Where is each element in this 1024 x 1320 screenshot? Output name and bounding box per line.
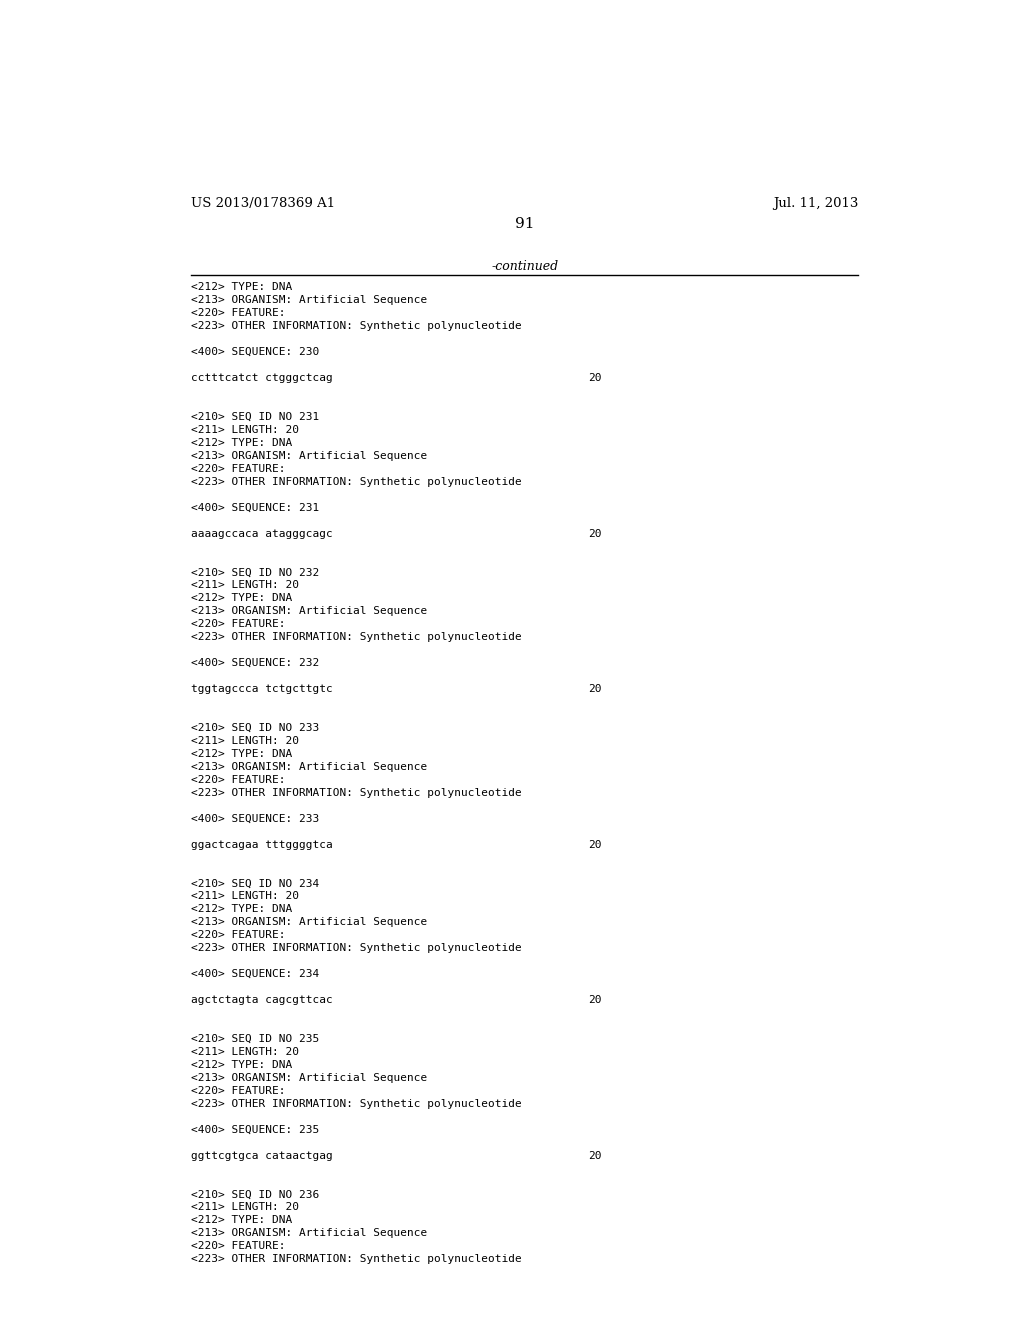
Text: <213> ORGANISM: Artificial Sequence: <213> ORGANISM: Artificial Sequence: [191, 917, 428, 928]
Text: <211> LENGTH: 20: <211> LENGTH: 20: [191, 891, 299, 902]
Text: <212> TYPE: DNA: <212> TYPE: DNA: [191, 1216, 293, 1225]
Text: <212> TYPE: DNA: <212> TYPE: DNA: [191, 594, 293, 603]
Text: <223> OTHER INFORMATION: Synthetic polynucleotide: <223> OTHER INFORMATION: Synthetic polyn…: [191, 321, 522, 331]
Text: <220> FEATURE:: <220> FEATURE:: [191, 619, 286, 630]
Text: 20: 20: [588, 840, 602, 850]
Text: <223> OTHER INFORMATION: Synthetic polynucleotide: <223> OTHER INFORMATION: Synthetic polyn…: [191, 477, 522, 487]
Text: 20: 20: [588, 528, 602, 539]
Text: 20: 20: [588, 995, 602, 1005]
Text: <213> ORGANISM: Artificial Sequence: <213> ORGANISM: Artificial Sequence: [191, 1229, 428, 1238]
Text: <211> LENGTH: 20: <211> LENGTH: 20: [191, 1203, 299, 1213]
Text: tggtagccca tctgcttgtc: tggtagccca tctgcttgtc: [191, 684, 333, 694]
Text: <220> FEATURE:: <220> FEATURE:: [191, 1086, 286, 1096]
Text: <220> FEATURE:: <220> FEATURE:: [191, 775, 286, 785]
Text: <210> SEQ ID NO 231: <210> SEQ ID NO 231: [191, 412, 319, 422]
Text: <223> OTHER INFORMATION: Synthetic polynucleotide: <223> OTHER INFORMATION: Synthetic polyn…: [191, 944, 522, 953]
Text: <212> TYPE: DNA: <212> TYPE: DNA: [191, 904, 293, 915]
Text: 20: 20: [588, 684, 602, 694]
Text: <400> SEQUENCE: 232: <400> SEQUENCE: 232: [191, 659, 319, 668]
Text: 20: 20: [588, 374, 602, 383]
Text: <223> OTHER INFORMATION: Synthetic polynucleotide: <223> OTHER INFORMATION: Synthetic polyn…: [191, 632, 522, 643]
Text: <210> SEQ ID NO 234: <210> SEQ ID NO 234: [191, 879, 319, 888]
Text: <212> TYPE: DNA: <212> TYPE: DNA: [191, 1060, 293, 1071]
Text: US 2013/0178369 A1: US 2013/0178369 A1: [191, 197, 336, 210]
Text: <211> LENGTH: 20: <211> LENGTH: 20: [191, 581, 299, 590]
Text: <212> TYPE: DNA: <212> TYPE: DNA: [191, 282, 293, 293]
Text: <400> SEQUENCE: 234: <400> SEQUENCE: 234: [191, 969, 319, 979]
Text: <212> TYPE: DNA: <212> TYPE: DNA: [191, 748, 293, 759]
Text: ggttcgtgca cataactgag: ggttcgtgca cataactgag: [191, 1151, 333, 1160]
Text: <210> SEQ ID NO 235: <210> SEQ ID NO 235: [191, 1034, 319, 1044]
Text: aaaagccaca atagggcagc: aaaagccaca atagggcagc: [191, 528, 333, 539]
Text: <400> SEQUENCE: 231: <400> SEQUENCE: 231: [191, 503, 319, 512]
Text: <220> FEATURE:: <220> FEATURE:: [191, 1241, 286, 1251]
Text: <211> LENGTH: 20: <211> LENGTH: 20: [191, 425, 299, 436]
Text: Jul. 11, 2013: Jul. 11, 2013: [773, 197, 858, 210]
Text: <213> ORGANISM: Artificial Sequence: <213> ORGANISM: Artificial Sequence: [191, 606, 428, 616]
Text: cctttcatct ctgggctcag: cctttcatct ctgggctcag: [191, 374, 333, 383]
Text: <223> OTHER INFORMATION: Synthetic polynucleotide: <223> OTHER INFORMATION: Synthetic polyn…: [191, 1098, 522, 1109]
Text: <212> TYPE: DNA: <212> TYPE: DNA: [191, 438, 293, 447]
Text: <220> FEATURE:: <220> FEATURE:: [191, 463, 286, 474]
Text: -continued: -continued: [492, 260, 558, 273]
Text: <220> FEATURE:: <220> FEATURE:: [191, 931, 286, 940]
Text: <213> ORGANISM: Artificial Sequence: <213> ORGANISM: Artificial Sequence: [191, 451, 428, 461]
Text: <400> SEQUENCE: 230: <400> SEQUENCE: 230: [191, 347, 319, 358]
Text: agctctagta cagcgttcac: agctctagta cagcgttcac: [191, 995, 333, 1005]
Text: <210> SEQ ID NO 233: <210> SEQ ID NO 233: [191, 723, 319, 733]
Text: <400> SEQUENCE: 235: <400> SEQUENCE: 235: [191, 1125, 319, 1135]
Text: <213> ORGANISM: Artificial Sequence: <213> ORGANISM: Artificial Sequence: [191, 762, 428, 772]
Text: <210> SEQ ID NO 236: <210> SEQ ID NO 236: [191, 1189, 319, 1200]
Text: <213> ORGANISM: Artificial Sequence: <213> ORGANISM: Artificial Sequence: [191, 1073, 428, 1082]
Text: <211> LENGTH: 20: <211> LENGTH: 20: [191, 737, 299, 746]
Text: <213> ORGANISM: Artificial Sequence: <213> ORGANISM: Artificial Sequence: [191, 296, 428, 305]
Text: <223> OTHER INFORMATION: Synthetic polynucleotide: <223> OTHER INFORMATION: Synthetic polyn…: [191, 1254, 522, 1265]
Text: <223> OTHER INFORMATION: Synthetic polynucleotide: <223> OTHER INFORMATION: Synthetic polyn…: [191, 788, 522, 797]
Text: 91: 91: [515, 218, 535, 231]
Text: <400> SEQUENCE: 233: <400> SEQUENCE: 233: [191, 813, 319, 824]
Text: ggactcagaa tttggggtca: ggactcagaa tttggggtca: [191, 840, 333, 850]
Text: 20: 20: [588, 1151, 602, 1160]
Text: <211> LENGTH: 20: <211> LENGTH: 20: [191, 1047, 299, 1057]
Text: <210> SEQ ID NO 232: <210> SEQ ID NO 232: [191, 568, 319, 578]
Text: <220> FEATURE:: <220> FEATURE:: [191, 309, 286, 318]
